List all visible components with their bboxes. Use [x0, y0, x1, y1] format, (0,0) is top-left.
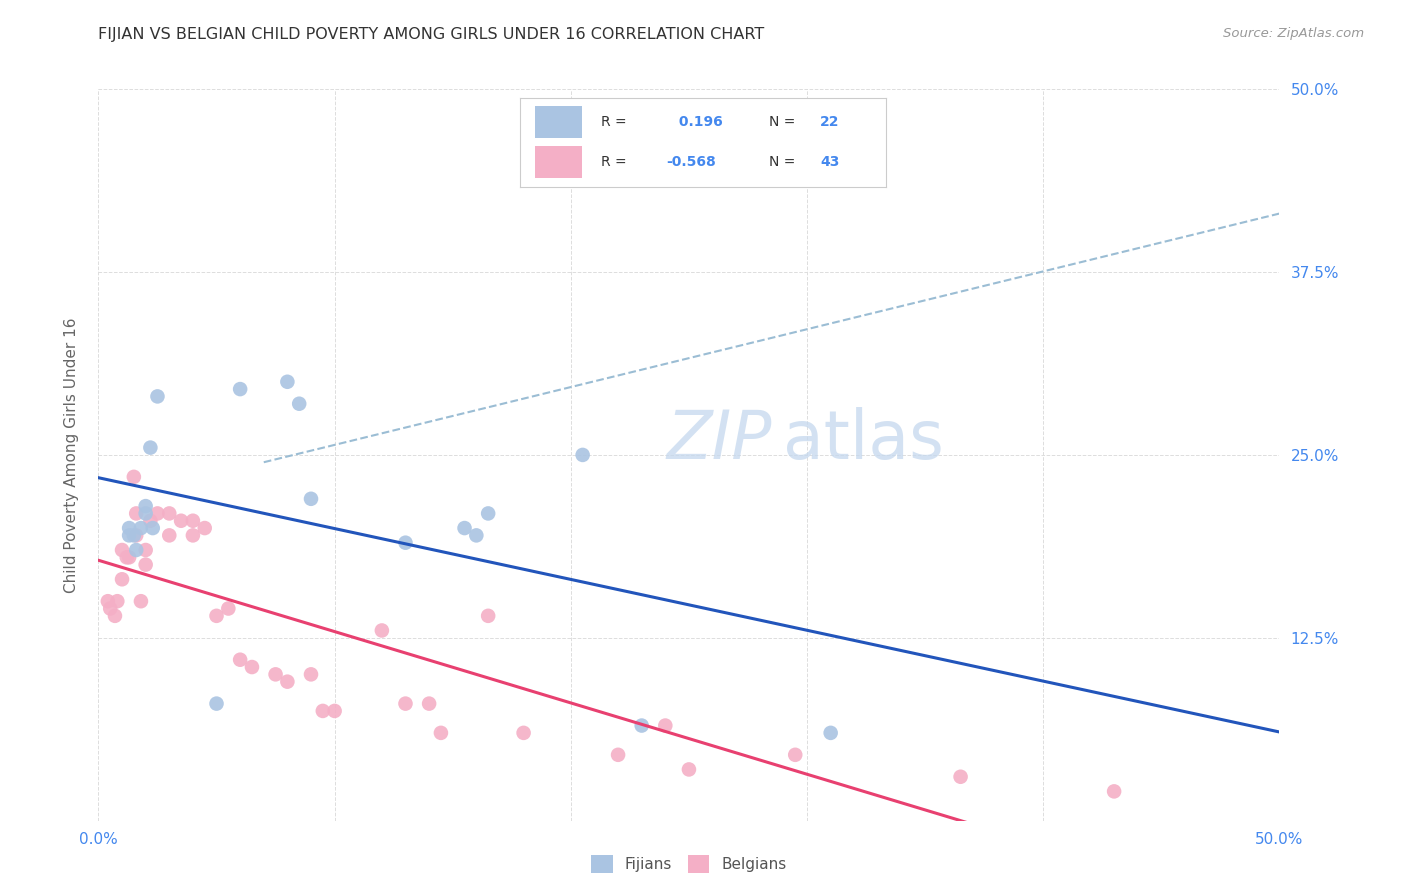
Text: 22: 22 — [820, 115, 839, 129]
Point — [122, 528, 145, 542]
Point — [181, 528, 204, 542]
Point — [125, 543, 148, 558]
Point — [118, 528, 141, 542]
Text: atlas: atlas — [783, 408, 945, 474]
Point — [288, 397, 311, 411]
Point — [142, 521, 165, 535]
Point — [111, 543, 134, 558]
Point — [217, 601, 239, 615]
Point — [264, 667, 287, 681]
Point — [111, 572, 134, 586]
Point — [146, 389, 169, 403]
Point — [678, 763, 700, 777]
Y-axis label: Child Poverty Among Girls Under 16: Child Poverty Among Girls Under 16 — [65, 318, 79, 592]
Point — [105, 594, 128, 608]
Point — [630, 718, 652, 732]
Point — [122, 470, 145, 484]
Point — [465, 528, 488, 542]
Point — [453, 521, 475, 535]
Point — [229, 653, 252, 667]
Point — [104, 608, 127, 623]
Point — [139, 514, 162, 528]
Point — [118, 521, 141, 535]
Point — [820, 726, 842, 740]
Point — [276, 674, 298, 689]
Text: FIJIAN VS BELGIAN CHILD POVERTY AMONG GIRLS UNDER 16 CORRELATION CHART: FIJIAN VS BELGIAN CHILD POVERTY AMONG GI… — [98, 27, 765, 42]
Point — [135, 543, 157, 558]
Bar — [534, 106, 582, 138]
Text: R =: R = — [600, 155, 626, 169]
Point — [394, 697, 416, 711]
Point — [1102, 784, 1125, 798]
Point — [115, 550, 138, 565]
Point — [135, 558, 157, 572]
Point — [194, 521, 217, 535]
Point — [323, 704, 346, 718]
Point — [299, 491, 322, 506]
Point — [607, 747, 630, 762]
Point — [205, 697, 228, 711]
Point — [125, 507, 148, 521]
Point — [129, 521, 152, 535]
Point — [157, 528, 180, 542]
Point — [118, 550, 141, 565]
Point — [146, 507, 169, 521]
Point — [571, 448, 593, 462]
Point — [97, 594, 120, 608]
Point — [139, 441, 162, 455]
Text: Source: ZipAtlas.com: Source: ZipAtlas.com — [1223, 27, 1364, 40]
Point — [654, 718, 676, 732]
Point — [371, 624, 394, 638]
Text: 43: 43 — [820, 155, 839, 169]
Point — [98, 601, 121, 615]
Point — [125, 528, 148, 542]
Point — [157, 507, 180, 521]
Point — [205, 608, 228, 623]
Text: N =: N = — [769, 115, 796, 129]
Point — [785, 747, 807, 762]
Point — [477, 608, 499, 623]
Point — [430, 726, 453, 740]
Point — [229, 382, 252, 396]
Point — [477, 507, 499, 521]
Text: 0.196: 0.196 — [673, 115, 723, 129]
Text: R =: R = — [600, 115, 626, 129]
Point — [394, 535, 416, 549]
Text: ZIP: ZIP — [666, 408, 772, 474]
Text: -0.568: -0.568 — [666, 155, 716, 169]
Bar — [534, 146, 582, 178]
Point — [129, 594, 152, 608]
Point — [276, 375, 298, 389]
Point — [135, 507, 157, 521]
Point — [135, 499, 157, 513]
Point — [240, 660, 263, 674]
Text: N =: N = — [769, 155, 796, 169]
Legend: Fijians, Belgians: Fijians, Belgians — [585, 849, 793, 879]
Point — [512, 726, 534, 740]
Point — [181, 514, 204, 528]
Point — [312, 704, 335, 718]
Point — [170, 514, 193, 528]
Point — [418, 697, 440, 711]
Point — [299, 667, 322, 681]
Point — [949, 770, 972, 784]
